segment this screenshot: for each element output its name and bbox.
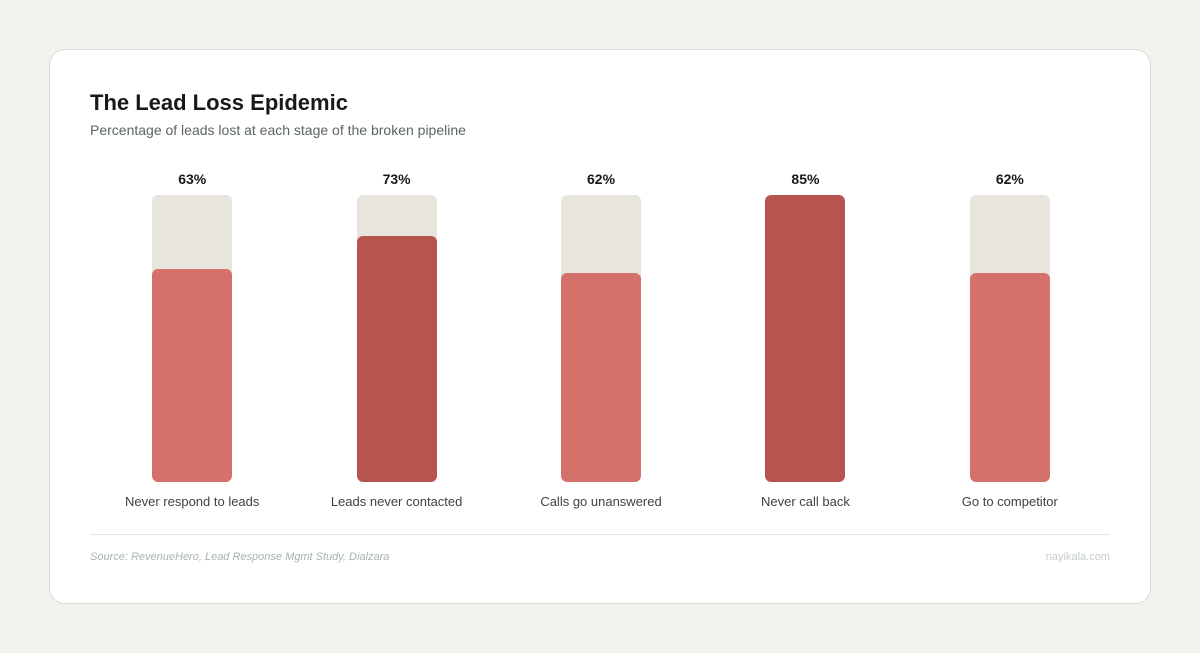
- bar: [969, 272, 1050, 482]
- brand-credit: nayikala.com: [1045, 551, 1110, 563]
- chart-card: The Lead Loss Epidemic Percentage of lea…: [49, 49, 1151, 604]
- bar-column: 63% Never respond to leads: [90, 168, 294, 518]
- value-label: 62%: [995, 171, 1024, 187]
- chart-title: The Lead Loss Epidemic: [90, 90, 348, 115]
- bar-column: 62% Go to competitor: [908, 168, 1112, 518]
- chart-subtitle: Percentage of leads lost at each stage o…: [90, 122, 466, 138]
- source-note: Source: RevenueHero, Lead Response Mgmt …: [90, 551, 390, 563]
- category-label: Go to competitor: [961, 494, 1058, 509]
- bar: [356, 235, 437, 482]
- bar: [765, 195, 846, 482]
- bar-track: [969, 195, 1050, 482]
- bar-column: 62% Calls go unanswered: [499, 168, 703, 518]
- bar-chart: 63% Never respond to leads 73% Leads neve…: [90, 168, 1112, 518]
- category-label: Leads never contacted: [330, 494, 463, 509]
- divider: [90, 534, 1110, 535]
- bar-column: 73% Leads never contacted: [294, 168, 498, 518]
- value-label: 85%: [791, 171, 820, 187]
- bar: [561, 272, 642, 482]
- value-label: 62%: [587, 171, 616, 187]
- category-label: Never respond to leads: [124, 494, 260, 509]
- value-label: 73%: [382, 171, 411, 187]
- bar-track: [765, 195, 846, 482]
- bar-track: [356, 195, 437, 482]
- category-label: Never call back: [760, 494, 850, 509]
- bar: [152, 269, 233, 482]
- bar-track: [561, 195, 642, 482]
- bar-track: [152, 195, 233, 482]
- bar-column: 85% Never call back: [703, 168, 907, 518]
- category-label: Calls go unanswered: [540, 494, 662, 509]
- value-label: 63%: [178, 171, 207, 187]
